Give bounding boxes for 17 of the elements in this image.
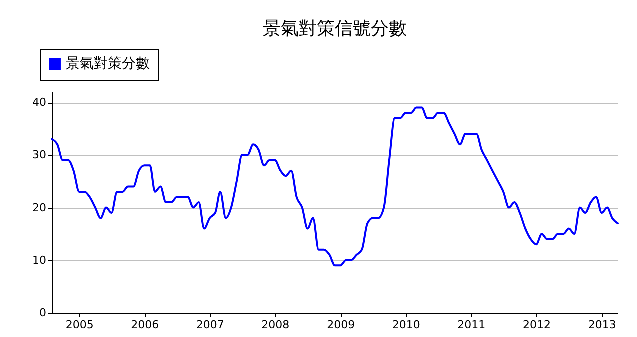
y-tick-label: 40 (32, 96, 46, 110)
line-series (51, 106, 619, 267)
y-tick-label: 20 (32, 201, 46, 214)
x-tick-label: 2008 (262, 318, 290, 332)
x-tick-label: 2012 (522, 318, 551, 332)
y-tick-label: 30 (32, 148, 46, 162)
x-tick-label: 2007 (196, 318, 224, 332)
chart-title: 景氣對策信號分數 (263, 18, 407, 40)
legend-label: 景氣對策分數 (66, 56, 150, 72)
x-tick-label: 2009 (327, 318, 356, 332)
y-tick-label: 10 (32, 254, 46, 267)
x-tick-label: 2011 (458, 318, 486, 332)
x-tick-label: 2006 (131, 318, 160, 332)
x-tick-label: 2005 (66, 318, 94, 332)
x-tick-label: 2010 (392, 318, 420, 332)
x-tick-label: 2013 (588, 318, 616, 332)
y-tick-label: 0 (40, 306, 46, 320)
